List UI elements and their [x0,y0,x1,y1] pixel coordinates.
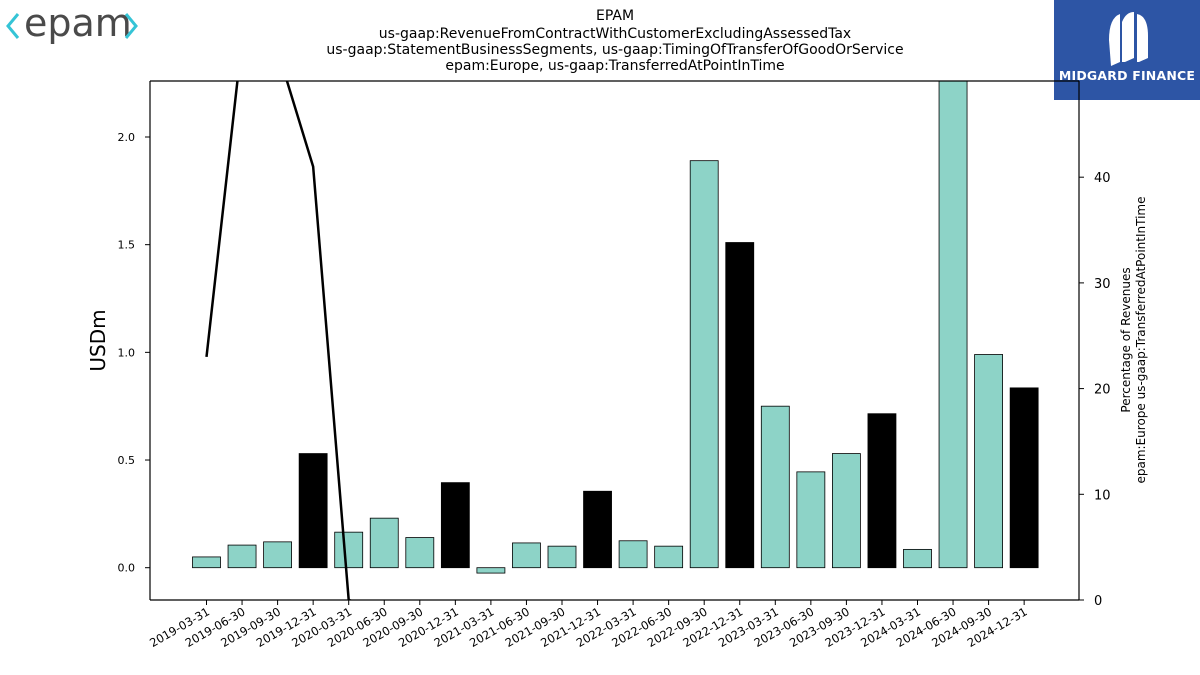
y-tick-label-0.5: 0.5 [118,454,136,467]
chart-title-line-2: us-gaap:RevenueFromContractWithCustomerE… [378,26,852,42]
bar-2022-03-31 [618,540,648,569]
bar-2022-12-31 [725,242,755,569]
midgard-finance-logo: MIDGARD FINANCE [1054,0,1200,100]
y-axis-label: USDm [86,309,110,371]
bar-2024-06-30 [938,81,968,569]
bar-2020-06-30 [369,517,399,569]
bar-2019-12-31 [298,453,328,569]
y2-axis-label-line-2: epam:Europe us-gaap:TransferredAtPointIn… [1134,197,1148,484]
y-tick-label-2.0: 2.0 [118,131,136,144]
bar-2019-03-31 [192,556,221,569]
bar-2019-06-30 [227,544,257,569]
midgard-finance-text: MIDGARD FINANCE [1058,68,1196,83]
chart-title-line-3: us-gaap:StatementBusinessSegments, us-ga… [326,42,904,58]
y2-tick-label-10: 10 [1094,488,1111,503]
bar-2021-03-31 [476,567,506,574]
y2-tick-label-30: 30 [1094,277,1111,292]
bar-2024-12-31 [1009,387,1039,569]
chart-title-line-4: epam:Europe, us-gaap:TransferredAtPointI… [445,58,785,74]
bar-2023-06-30 [796,471,826,569]
bar-2021-09-30 [547,545,577,569]
y2-tick-label-0: 0 [1094,594,1102,609]
epam-logo-wordmark: epam [24,2,132,45]
bar-2023-03-31 [760,405,790,569]
bar-2020-09-30 [405,537,435,569]
epam-logo-right-chevron [124,13,138,39]
bar-2020-03-31 [334,531,364,569]
bar-2023-12-31 [867,413,897,569]
bar-2021-12-31 [583,490,612,569]
epam-logo: epam [6,2,138,45]
epam-logo-left-chevron [6,13,20,39]
bar-2024-09-30 [974,354,1003,569]
bar-2023-09-30 [832,453,861,569]
midgard-emblem-icon [1109,12,1148,66]
chart-title-line-1: EPAM [595,8,635,24]
bar-2020-12-31 [440,482,470,569]
line-series [205,81,354,600]
y2-axis-label-line-1: Percentage of Revenues [1119,267,1133,412]
bar-2022-06-30 [654,545,684,569]
bar-2019-09-30 [263,541,293,569]
bar-2021-06-30 [512,542,541,569]
y-tick-label-1.0: 1.0 [118,346,136,359]
y-tick-label-1.5: 1.5 [118,239,136,252]
bar-2024-03-31 [903,548,932,569]
y2-tick-label-40: 40 [1094,171,1111,186]
y-tick-label-0.0: 0.0 [118,562,136,575]
y2-tick-label-20: 20 [1094,383,1111,398]
bar-2022-09-30 [689,160,719,569]
